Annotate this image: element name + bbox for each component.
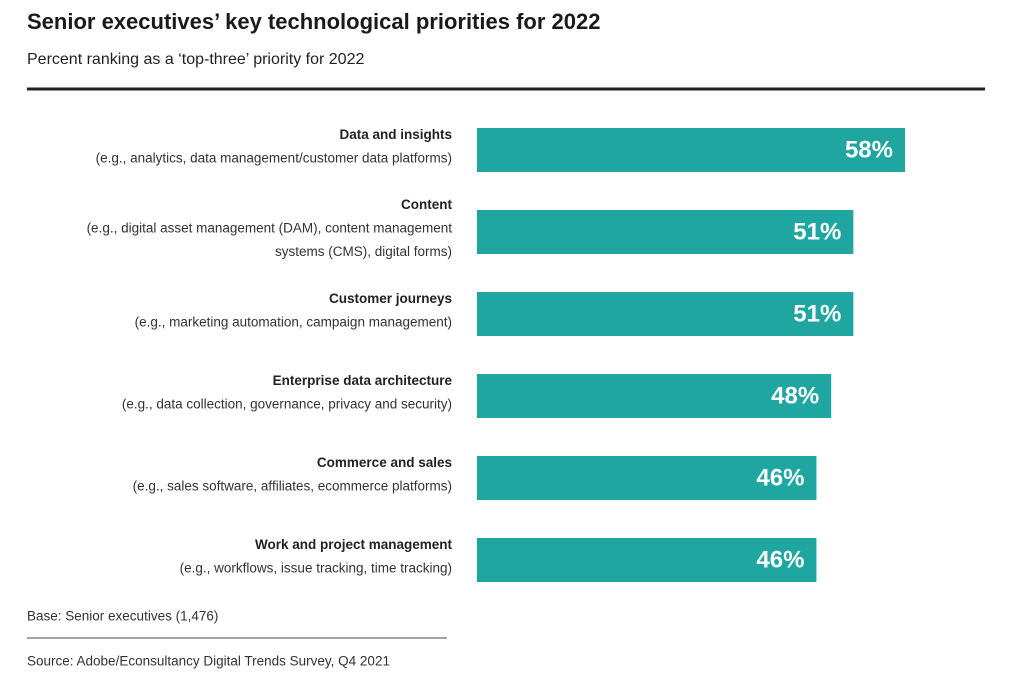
value-label: 58% [845, 136, 893, 163]
chart-subtitle: Percent ranking as a ‘top-three’ priorit… [27, 51, 364, 68]
category-description: (e.g., data collection, governance, priv… [122, 396, 452, 411]
bar [477, 128, 905, 172]
category-description: (e.g., digital asset management (DAM), c… [87, 221, 453, 236]
category-label: Commerce and sales [317, 455, 452, 470]
chart-title: Senior executives’ key technological pri… [27, 9, 600, 34]
bar [477, 292, 854, 336]
source: Source: Adobe/Econsultancy Digital Trend… [27, 654, 390, 669]
bar [477, 456, 817, 500]
category-label: Data and insights [339, 127, 452, 142]
bar [477, 374, 832, 418]
category-label: Content [401, 197, 452, 212]
category-label: Enterprise data architecture [273, 373, 453, 388]
category-description: (e.g., analytics, data management/custom… [96, 150, 452, 165]
bar [477, 210, 854, 254]
category-description: (e.g., workflows, issue tracking, time t… [180, 560, 452, 575]
category-label: Work and project management [255, 537, 453, 552]
value-label: 46% [756, 464, 804, 491]
category-description: systems (CMS), digital forms) [275, 244, 452, 259]
category-description: (e.g., sales software, affiliates, ecomm… [133, 478, 452, 493]
category-label: Customer journeys [329, 291, 452, 306]
category-description: (e.g., marketing automation, campaign ma… [135, 314, 452, 329]
bar [477, 538, 817, 582]
value-label: 46% [756, 546, 804, 573]
base-note: Base: Senior executives (1,476) [27, 609, 218, 624]
value-label: 48% [771, 382, 819, 409]
value-label: 51% [793, 300, 841, 327]
value-label: 51% [793, 218, 841, 245]
